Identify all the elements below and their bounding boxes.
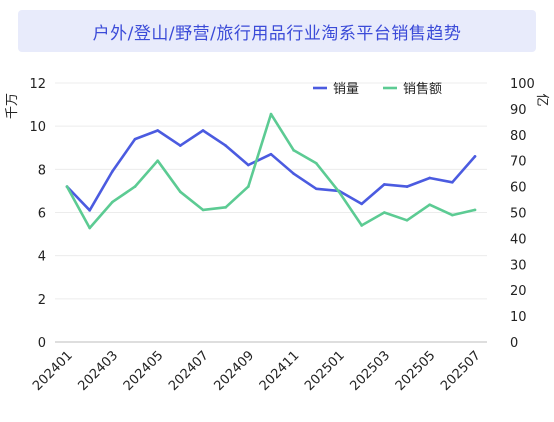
data-point-sales — [224, 206, 227, 209]
data-point-sales — [201, 208, 205, 212]
data-point-sales — [360, 224, 363, 227]
right-tick-label: 20 — [510, 284, 527, 299]
chart-title: 户外/登山/野营/旅行用品行业淘系平台销售趋势 — [92, 23, 462, 44]
data-point-volume — [133, 137, 137, 141]
right-tick-label: 60 — [510, 181, 527, 196]
x-tick-label: 202505 — [393, 348, 439, 394]
data-point-sales — [247, 185, 250, 188]
data-point-volume — [179, 144, 182, 147]
data-point-sales — [179, 190, 182, 194]
data-point-volume — [201, 129, 205, 132]
right-axis-unit: 亿 — [534, 93, 549, 106]
left-tick-label: 6 — [38, 207, 46, 222]
right-tick-label: 100 — [510, 77, 535, 92]
legend-label: 销售额 — [403, 81, 442, 97]
chart-title-bar: 户外/登山/野营/旅行用品行业淘系平台销售趋势 — [18, 10, 536, 52]
x-tick-label: 202503 — [347, 348, 393, 394]
left-tick-label: 8 — [38, 163, 46, 178]
right-tick-label: 40 — [510, 232, 527, 247]
series-line-sales — [65, 112, 477, 230]
left-tick-label: 12 — [29, 77, 46, 92]
right-tick-label: 90 — [510, 103, 527, 118]
data-point-volume — [156, 129, 159, 132]
x-tick-label: 202407 — [166, 348, 212, 394]
x-tick-label: 202403 — [75, 348, 121, 394]
data-point-sales — [111, 200, 114, 204]
left-axis-unit: 千万 — [5, 93, 20, 119]
left-tick-label: 10 — [29, 120, 46, 135]
data-point-sales — [269, 112, 273, 116]
left-tick-label: 0 — [38, 336, 46, 351]
data-point-volume — [88, 209, 91, 212]
left-tick-label: 2 — [38, 293, 46, 308]
x-tick-label: 202507 — [438, 348, 484, 394]
right-tick-label: 50 — [510, 207, 527, 222]
legend-label: 销量 — [333, 82, 359, 97]
data-point-sales — [133, 185, 137, 188]
data-point-sales — [451, 213, 454, 217]
right-tick-label: 80 — [510, 129, 527, 144]
data-point-sales — [65, 185, 69, 188]
data-point-sales — [292, 149, 295, 152]
data-point-volume — [315, 187, 318, 191]
x-tick-label: 202409 — [211, 348, 257, 394]
x-tick-label: 202401 — [30, 348, 76, 394]
data-point-sales — [156, 159, 159, 162]
data-point-sales — [428, 203, 431, 207]
data-point-sales — [405, 218, 409, 222]
data-point-volume — [269, 152, 273, 156]
data-point-volume — [292, 172, 295, 175]
data-point-sales — [383, 211, 386, 214]
data-point-volume — [473, 155, 477, 158]
data-point-sales — [337, 190, 341, 194]
data-point-sales — [473, 208, 477, 212]
right-tick-label: 70 — [510, 155, 527, 170]
x-tick-label: 202411 — [257, 348, 303, 394]
data-point-volume — [451, 180, 454, 184]
right-tick-label: 30 — [510, 258, 527, 273]
data-point-volume — [428, 176, 431, 180]
data-point-volume — [224, 144, 227, 147]
data-point-sales — [315, 161, 318, 165]
right-tick-label: 0 — [510, 336, 518, 351]
data-point-volume — [405, 185, 409, 188]
x-tick-label: 202501 — [302, 348, 348, 394]
data-point-volume — [360, 202, 363, 206]
x-tick-label: 202405 — [121, 348, 167, 394]
data-point-volume — [247, 163, 250, 167]
right-tick-label: 10 — [510, 310, 527, 325]
left-tick-label: 4 — [38, 250, 46, 265]
data-point-sales — [88, 226, 91, 230]
data-point-volume — [383, 183, 386, 186]
series-line-volume — [65, 129, 477, 212]
data-point-volume — [111, 170, 114, 173]
